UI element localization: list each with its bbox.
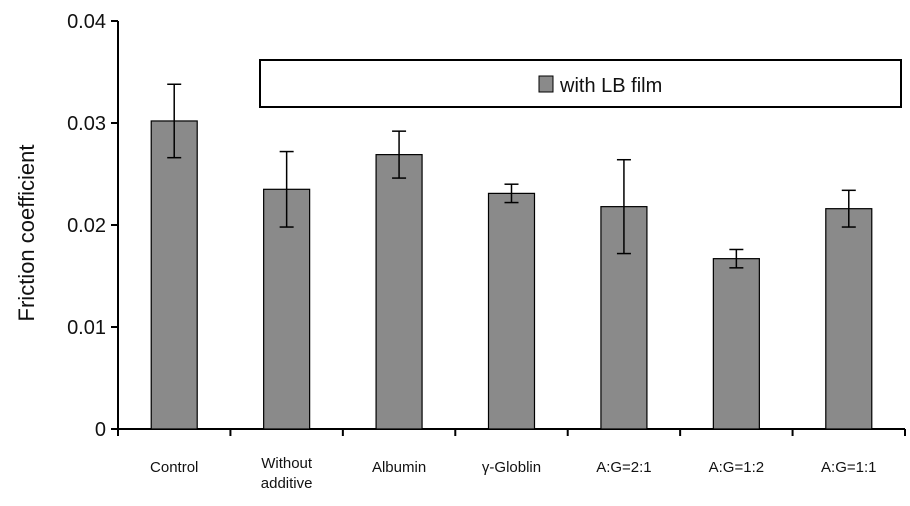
bars-group <box>150 120 873 430</box>
y-tick-label: 0.01 <box>67 317 106 339</box>
x-tick-label: γ-Globlin <box>482 459 541 476</box>
x-tick-label-line: A:G=1:1 <box>821 459 876 476</box>
x-tick-label: A:G=2:1 <box>596 459 651 476</box>
x-tick-label-line: A:G=1:2 <box>709 459 764 476</box>
x-tick-label-line: Without <box>261 455 313 472</box>
bar <box>712 258 760 430</box>
x-tick-label: A:G=1:1 <box>821 459 876 476</box>
bar <box>825 208 873 430</box>
bar <box>487 192 536 430</box>
x-tick-label: A:G=1:2 <box>709 459 764 476</box>
x-tick-label-line: Control <box>150 459 198 476</box>
x-tick-label: Control <box>150 459 198 476</box>
y-ticks-group: 0 0.01 0.02 0.03 0.04 <box>67 11 118 441</box>
y-tick-label: 0.02 <box>67 215 106 237</box>
x-tick-label-line: A:G=2:1 <box>596 459 651 476</box>
legend-swatch <box>538 75 554 93</box>
legend: with LB film <box>259 59 902 108</box>
y-tick-label: 0 <box>95 419 106 441</box>
y-axis-title: Friction coefficient <box>14 145 39 322</box>
x-labels-group: Control Without additive Albumin γ-Globlin A:… <box>150 455 876 492</box>
x-tick-label-line: additive <box>261 475 313 492</box>
x-tick-label: Without additive <box>261 455 313 492</box>
legend-box <box>259 59 902 108</box>
x-tick-label-line: Albumin <box>372 459 426 476</box>
y-tick-label: 0.03 <box>67 113 106 135</box>
bar <box>375 154 423 430</box>
error-bars-group <box>167 83 856 269</box>
legend-label: with LB film <box>559 75 662 97</box>
bar <box>150 120 198 430</box>
x-tick-label: Albumin <box>372 459 426 476</box>
y-tick-label: 0.04 <box>67 11 106 33</box>
x-tick-label-line: γ-Globlin <box>482 459 541 476</box>
